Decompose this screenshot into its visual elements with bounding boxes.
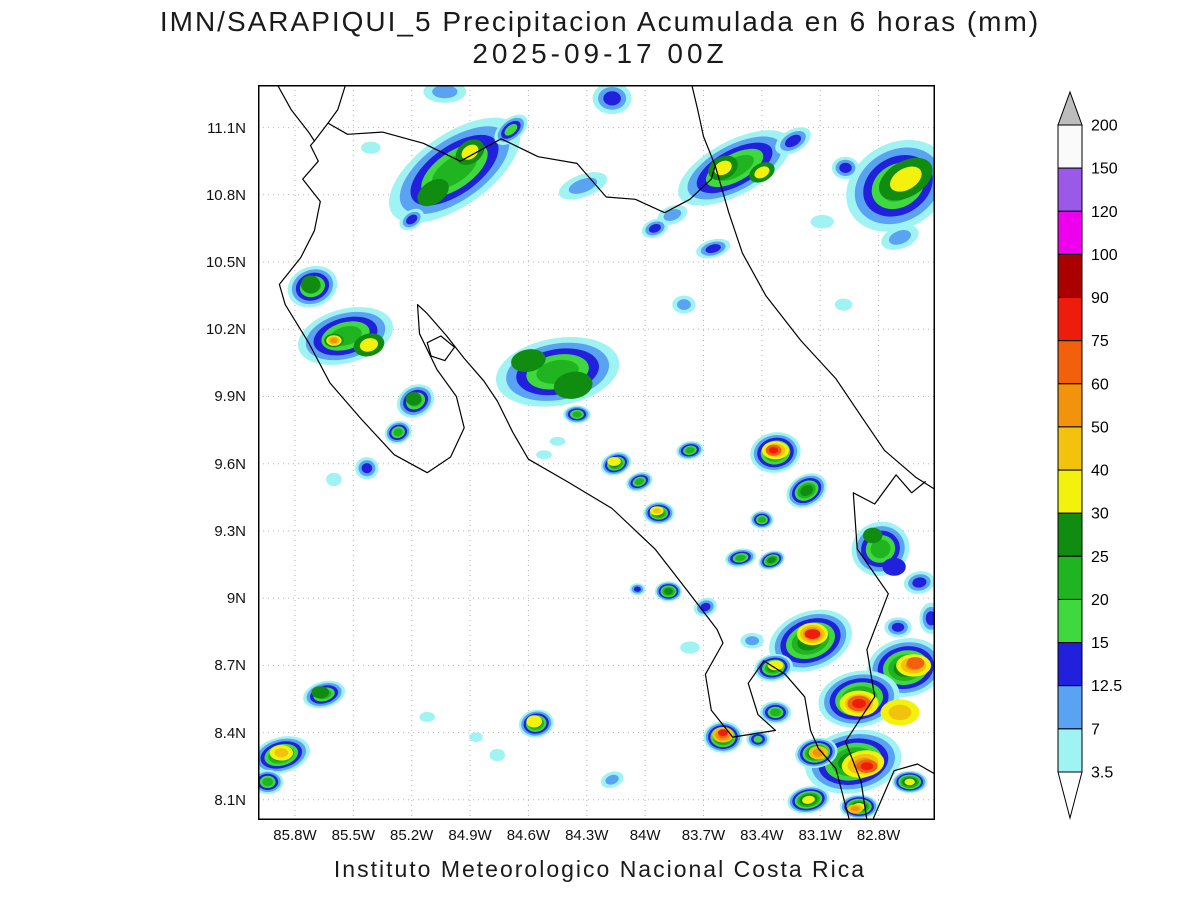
svg-text:25: 25 <box>1091 549 1109 566</box>
lat-tick-label: 9.9N <box>214 388 246 406</box>
svg-text:200: 200 <box>1091 118 1118 135</box>
lon-tick-label: 84.6W <box>506 827 551 844</box>
svg-text:50: 50 <box>1091 419 1109 436</box>
lon-tick-label: 82.8W <box>856 827 901 844</box>
lat-tick-label: 9N <box>226 590 246 608</box>
svg-text:40: 40 <box>1091 463 1109 480</box>
lon-tick-label: 85.5W <box>331 827 375 844</box>
colorbar: 200 150 120 100 90 75 60 50 40 30 25 20 15 12.5 7 3.5 <box>1057 90 1122 820</box>
svg-text:60: 60 <box>1091 376 1109 393</box>
svg-text:15: 15 <box>1091 635 1109 652</box>
svg-text:3.5: 3.5 <box>1091 765 1113 782</box>
lat-tick-label: 10.2N <box>205 321 246 339</box>
svg-text:7: 7 <box>1091 721 1100 738</box>
svg-text:20: 20 <box>1091 592 1109 609</box>
lat-tick-label: 11.1N <box>207 119 246 137</box>
svg-text:75: 75 <box>1091 333 1109 350</box>
lat-tick-label: 8.1N <box>214 791 246 809</box>
svg-text:100: 100 <box>1091 247 1118 264</box>
page-title: IMN/SARAPIQUI_5 Precipitacion Acumulada … <box>159 6 1041 37</box>
lat-tick-label: 10.5N <box>205 254 246 272</box>
lon-tick-label: 83.4W <box>740 827 784 844</box>
svg-text:120: 120 <box>1091 204 1118 221</box>
precipitation-map <box>258 85 935 820</box>
lon-tick-label: 83.1W <box>798 827 842 844</box>
svg-text:30: 30 <box>1091 506 1109 523</box>
svg-text:12.5: 12.5 <box>1091 678 1122 695</box>
svg-text:150: 150 <box>1091 161 1118 178</box>
lat-tick-label: 8.7N <box>214 657 246 675</box>
footer-credit: Instituto Meteorologico Nacional Costa R… <box>333 856 867 882</box>
lon-tick-label: 84W <box>629 827 661 844</box>
lat-tick-label: 9.6N <box>214 455 246 473</box>
lon-tick-label: 83.7W <box>681 827 726 844</box>
page-subtitle: 2025-09-17 00Z <box>472 38 728 69</box>
svg-text:90: 90 <box>1091 290 1109 307</box>
lon-tick-label: 85.8W <box>273 827 317 844</box>
lat-tick-label: 10.8N <box>205 186 246 204</box>
lon-tick-label: 84.9W <box>448 827 492 844</box>
lat-tick-label: 9.3N <box>214 522 246 540</box>
lon-tick-label: 84.3W <box>565 827 609 844</box>
lat-tick-label: 8.4N <box>214 724 246 742</box>
lon-tick-label: 85.2W <box>389 827 434 844</box>
